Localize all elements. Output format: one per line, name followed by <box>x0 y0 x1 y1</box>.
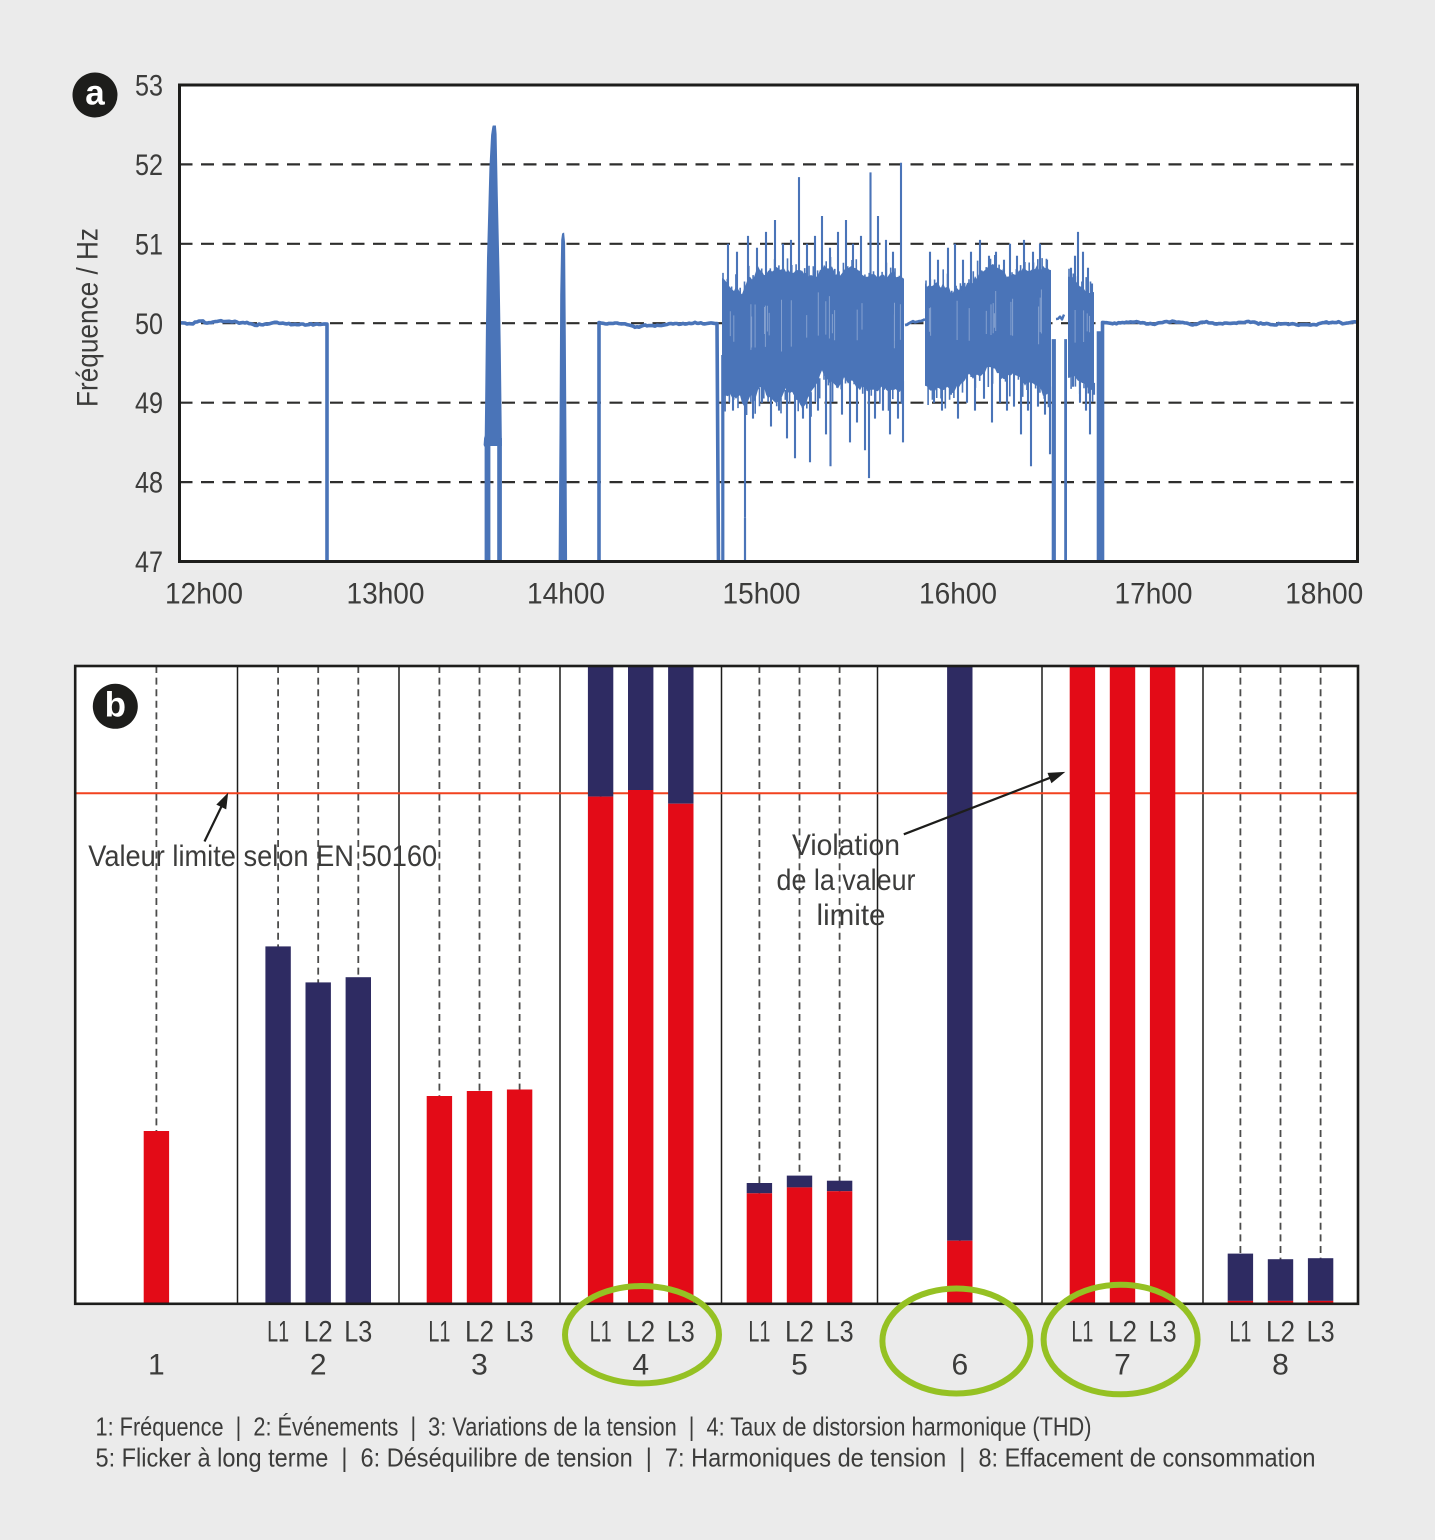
svg-text:5: Flicker à long terme | 6:: 5: Flicker à long terme | 6: Déséquilibr… <box>96 1443 1316 1473</box>
svg-text:1: 1 <box>148 1348 165 1381</box>
svg-text:L2: L2 <box>626 1315 655 1348</box>
svg-text:de la valeur: de la valeur <box>777 864 916 897</box>
svg-text:L1: L1 <box>1229 1315 1251 1348</box>
svg-text:50: 50 <box>135 308 163 341</box>
svg-text:13h00: 13h00 <box>347 578 425 611</box>
svg-text:L2: L2 <box>785 1315 814 1348</box>
svg-text:a: a <box>85 74 105 113</box>
svg-text:L2: L2 <box>1266 1315 1295 1348</box>
svg-text:52: 52 <box>135 149 163 182</box>
svg-text:4: 4 <box>632 1348 649 1381</box>
svg-text:1: Fréquence | 2: Événements: 1: Fréquence | 2: Événements | 3: Variat… <box>96 1412 1092 1442</box>
svg-text:L1: L1 <box>428 1315 450 1348</box>
svg-text:L1: L1 <box>1071 1315 1093 1348</box>
svg-text:Valeur limite selon EN 50160: Valeur limite selon EN 50160 <box>88 840 437 873</box>
svg-text:limite: limite <box>817 899 886 932</box>
svg-text:Fréquence / Hz: Fréquence / Hz <box>72 228 105 407</box>
svg-text:L3: L3 <box>826 1315 854 1348</box>
svg-text:b: b <box>105 686 126 725</box>
svg-text:L3: L3 <box>1307 1315 1335 1348</box>
svg-text:3: 3 <box>471 1348 488 1381</box>
svg-text:8: 8 <box>1272 1348 1289 1381</box>
svg-text:49: 49 <box>135 387 163 420</box>
svg-text:5: 5 <box>791 1348 808 1381</box>
svg-text:L3: L3 <box>667 1315 695 1348</box>
svg-text:6: 6 <box>951 1348 968 1381</box>
svg-text:7: 7 <box>1114 1348 1131 1381</box>
svg-text:L1: L1 <box>267 1315 289 1348</box>
svg-text:14h00: 14h00 <box>527 578 605 611</box>
svg-text:L3: L3 <box>506 1315 534 1348</box>
svg-text:15h00: 15h00 <box>723 578 801 611</box>
svg-text:L2: L2 <box>1108 1315 1137 1348</box>
svg-text:Violation: Violation <box>792 829 900 862</box>
svg-text:L3: L3 <box>1149 1315 1177 1348</box>
svg-text:51: 51 <box>135 228 163 261</box>
svg-text:53: 53 <box>135 70 163 103</box>
svg-text:17h00: 17h00 <box>1115 578 1193 611</box>
svg-text:L1: L1 <box>590 1315 612 1348</box>
svg-text:47: 47 <box>135 546 163 579</box>
svg-text:18h00: 18h00 <box>1285 578 1363 611</box>
svg-text:L2: L2 <box>465 1315 494 1348</box>
svg-text:L1: L1 <box>748 1315 770 1348</box>
svg-text:2: 2 <box>310 1348 327 1381</box>
svg-text:48: 48 <box>135 467 163 500</box>
svg-text:L2: L2 <box>304 1315 333 1348</box>
svg-text:16h00: 16h00 <box>919 578 997 611</box>
svg-text:12h00: 12h00 <box>165 578 243 611</box>
svg-text:L3: L3 <box>344 1315 372 1348</box>
